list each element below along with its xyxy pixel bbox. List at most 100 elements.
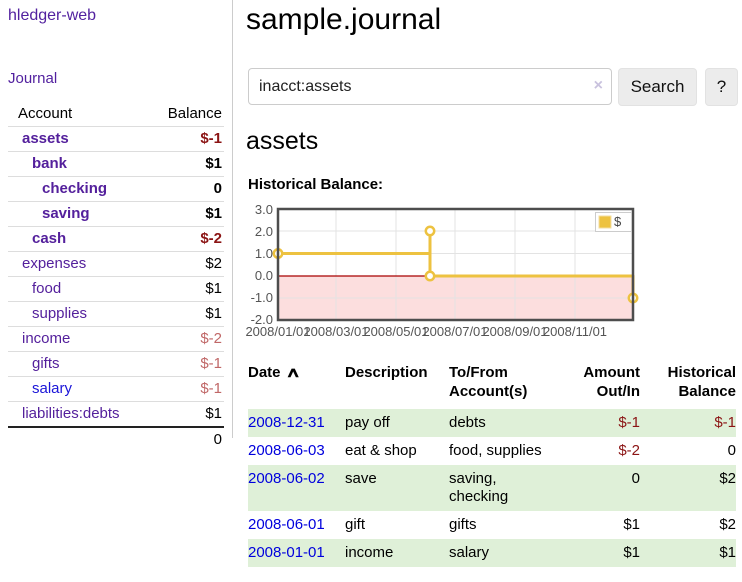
account-row: gifts $-1 [8, 351, 224, 377]
account-balance: $-2 [151, 326, 224, 352]
account-column-header: Account [8, 102, 152, 127]
sidebar-divider [232, 0, 233, 438]
sort-ascending-icon: ∧ [284, 364, 301, 380]
account-balance: 0 [151, 176, 224, 202]
x-axis-labels: 2008/01/01 2008/03/01 2008/05/01 2008/07… [245, 324, 607, 339]
search-box: × [248, 68, 612, 105]
account-heading: assets [246, 127, 319, 155]
transaction-date-link[interactable]: 2008-01-01 [248, 544, 325, 561]
account-row: food $1 [8, 276, 224, 302]
vertical-gridlines [335, 210, 576, 319]
account-link-cash[interactable]: cash [32, 230, 67, 247]
transaction-date-link[interactable]: 2008-06-03 [248, 442, 325, 459]
account-row: liabilities:debts $1 [8, 401, 224, 428]
svg-text:2008/07/01: 2008/07/01 [422, 324, 487, 339]
transaction-date-link[interactable]: 2008-06-01 [248, 516, 325, 533]
plot-border [276, 207, 635, 322]
transaction-balance: $1 [719, 544, 736, 561]
account-balance: $2 [151, 251, 224, 277]
transaction-row: 2008-06-02 save saving, checking 0 $2 [248, 465, 736, 511]
account-link-gifts[interactable]: gifts [32, 355, 60, 372]
account-balance: $1 [151, 151, 224, 177]
y-axis-labels: 3.0 2.0 1.0 0.0 -1.0 -2.0 [251, 202, 273, 327]
account-row: saving $1 [8, 201, 224, 227]
accounts-column-header: To/From Account(s) [449, 364, 528, 400]
svg-text:-2.0: -2.0 [251, 312, 273, 327]
brand-link[interactable]: hledger-web [8, 7, 97, 24]
account-link-food[interactable]: food [32, 280, 62, 297]
transaction-amount: $-1 [618, 414, 640, 431]
account-row: checking 0 [8, 176, 224, 202]
transaction-accounts: gifts [449, 516, 477, 533]
account-balance: $-1 [151, 126, 224, 152]
legend-label: $ [614, 214, 622, 229]
transaction-accounts: debts [449, 414, 486, 431]
svg-text:2008/11/01: 2008/11/01 [543, 324, 607, 339]
account-row: assets $-1 [8, 126, 224, 152]
transaction-date-link[interactable]: 2008-06-02 [248, 470, 325, 487]
account-row: salary $-1 [8, 376, 224, 402]
register-table: Date ∧ Description To/From Account(s) Amo… [248, 361, 736, 567]
clear-search-icon[interactable]: × [593, 77, 603, 94]
amount-column-header: Amount Out/In [583, 364, 640, 400]
description-column-header: Description [345, 364, 428, 381]
transaction-balance: $2 [719, 470, 736, 487]
data-point-2008-06-03 [424, 270, 436, 282]
transaction-accounts: food, supplies [449, 442, 542, 459]
search-input[interactable] [248, 68, 612, 105]
svg-text:2008/09/01: 2008/09/01 [482, 324, 547, 339]
transaction-row: 2008-01-01 income salary $1 $1 [248, 539, 736, 567]
account-link-salary[interactable]: salary [32, 380, 73, 397]
transaction-amount: $1 [623, 544, 640, 561]
balance-column-header: Balance [151, 102, 224, 127]
date-column-header[interactable]: Date ∧ [248, 364, 301, 381]
account-link-supplies[interactable]: supplies [32, 305, 88, 322]
account-balance: $1 [151, 276, 224, 302]
account-balance: $1 [151, 201, 224, 227]
transaction-description: pay off [345, 414, 390, 431]
historical-balance-chart: $ 3.0 2.0 1.0 0.0 -1.0 -2.0 2008/01/01 2… [245, 202, 639, 339]
svg-text:0.0: 0.0 [255, 268, 273, 283]
account-link-bank[interactable]: bank [32, 155, 68, 172]
account-row: bank $1 [8, 151, 224, 177]
transaction-description: gift [345, 516, 366, 533]
transaction-balance: $2 [719, 516, 736, 533]
svg-text:2008/01/01: 2008/01/01 [245, 324, 310, 339]
help-button[interactable]: ? [705, 68, 738, 106]
transaction-description: save [345, 470, 377, 487]
account-row: cash $-2 [8, 226, 224, 252]
transaction-balance: 0 [727, 442, 736, 459]
account-row: supplies $1 [8, 301, 224, 327]
chart-title: Historical Balance: [248, 176, 384, 193]
svg-text:2008/05/01: 2008/05/01 [363, 324, 428, 339]
nav-journal-link[interactable]: Journal [8, 70, 58, 87]
balance-column-header: Historical Balance [667, 364, 736, 400]
account-link-income[interactable]: income [22, 330, 71, 347]
accounts-total-value: 0 [151, 426, 224, 452]
account-link-assets[interactable]: assets [22, 130, 69, 147]
page-title: sample.journal [246, 3, 442, 36]
svg-text:2.0: 2.0 [255, 224, 273, 239]
account-link-saving[interactable]: saving [42, 205, 90, 222]
svg-text:1.0: 1.0 [255, 246, 273, 261]
chart-legend: $ [595, 212, 632, 232]
account-balance: $-1 [151, 376, 224, 402]
transaction-row: 2008-06-01 gift gifts $1 $2 [248, 511, 736, 539]
account-link-checking[interactable]: checking [42, 180, 108, 197]
account-row: expenses $2 [8, 251, 224, 277]
transaction-accounts: salary [449, 544, 490, 561]
account-row: income $-2 [8, 326, 224, 352]
account-balance: $1 [151, 401, 224, 428]
account-balance: $-2 [151, 226, 224, 252]
svg-text:3.0: 3.0 [255, 202, 273, 217]
data-point-2008-06-01 [424, 225, 436, 237]
transaction-date-link[interactable]: 2008-12-31 [248, 414, 325, 431]
transaction-accounts: saving, checking [449, 470, 509, 505]
transaction-amount: $-2 [618, 442, 640, 459]
account-balance: $-1 [151, 351, 224, 377]
search-button[interactable]: Search [618, 68, 697, 106]
account-link-expenses[interactable]: expenses [22, 255, 87, 272]
account-link-liabilities-debts[interactable]: liabilities:debts [22, 405, 120, 422]
svg-text:2008/03/01: 2008/03/01 [303, 324, 368, 339]
svg-text:-1.0: -1.0 [251, 290, 273, 305]
